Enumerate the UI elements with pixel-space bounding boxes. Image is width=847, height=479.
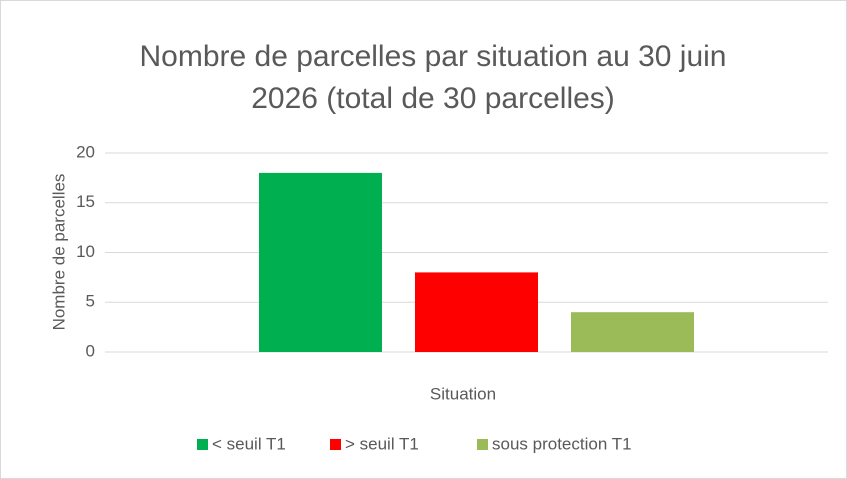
x-axis-title: Situation — [430, 384, 496, 403]
y-tick-label: 20 — [76, 142, 95, 161]
legend-label: > seuil T1 — [345, 434, 419, 453]
legend-swatch — [477, 439, 488, 450]
bar — [259, 172, 382, 352]
y-tick-label: 0 — [86, 341, 95, 360]
y-tick-label: 10 — [76, 242, 95, 261]
legend-swatch — [197, 439, 208, 450]
y-tick-label: 5 — [86, 292, 95, 311]
bar — [415, 272, 538, 352]
bar — [571, 312, 694, 352]
y-tick-label: 15 — [76, 192, 95, 211]
y-axis-title: Nombre de parcelles — [49, 174, 68, 331]
legend-swatch — [330, 439, 341, 450]
legend-label: sous protection T1 — [492, 434, 632, 453]
chart-title: Nombre de parcelles par situation au 30 … — [139, 40, 727, 115]
legend-label: < seuil T1 — [212, 434, 286, 453]
